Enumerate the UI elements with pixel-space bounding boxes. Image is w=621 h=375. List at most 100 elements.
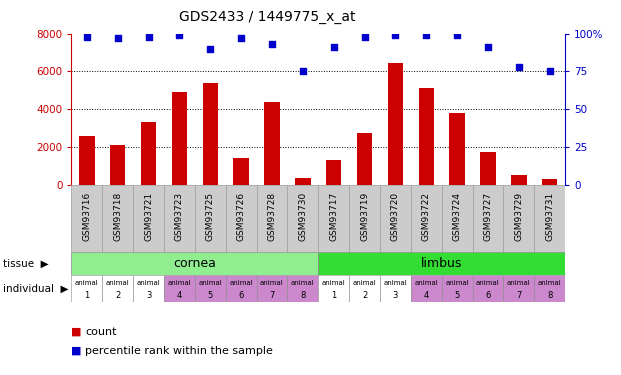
Point: [113, 35, 123, 41]
Text: GSM93716: GSM93716: [83, 192, 91, 242]
Text: GSM93721: GSM93721: [144, 192, 153, 241]
Text: tissue  ▶: tissue ▶: [3, 258, 48, 268]
Bar: [388, 63, 403, 184]
Point: [329, 44, 338, 50]
Text: individual  ▶: individual ▶: [3, 284, 68, 294]
Text: animal: animal: [445, 280, 469, 286]
Text: animal: animal: [168, 280, 191, 286]
Bar: [164, 184, 195, 252]
Bar: [480, 152, 496, 184]
Bar: [71, 252, 318, 275]
Text: animal: animal: [198, 280, 222, 286]
Point: [421, 32, 431, 38]
Bar: [133, 184, 164, 252]
Bar: [233, 158, 249, 184]
Text: 8: 8: [547, 291, 552, 300]
Text: animal: animal: [384, 280, 407, 286]
Text: animal: animal: [291, 280, 315, 286]
Bar: [349, 184, 380, 252]
Bar: [319, 275, 349, 302]
Bar: [195, 275, 225, 302]
Bar: [357, 133, 372, 184]
Bar: [534, 184, 565, 252]
Text: animal: animal: [476, 280, 500, 286]
Bar: [225, 184, 256, 252]
Text: 8: 8: [300, 291, 306, 300]
Text: GSM93717: GSM93717: [329, 192, 338, 242]
Text: 4: 4: [424, 291, 429, 300]
Text: GSM93723: GSM93723: [175, 192, 184, 241]
Text: 4: 4: [177, 291, 182, 300]
Bar: [473, 275, 504, 302]
Bar: [141, 122, 156, 184]
Bar: [133, 275, 164, 302]
Point: [391, 32, 401, 38]
Point: [514, 64, 524, 70]
Bar: [71, 275, 102, 302]
Text: ■: ■: [71, 346, 82, 355]
Bar: [225, 275, 256, 302]
Bar: [542, 179, 558, 184]
Text: animal: animal: [137, 280, 160, 286]
Bar: [195, 184, 225, 252]
Text: animal: animal: [507, 280, 531, 286]
Text: cornea: cornea: [173, 257, 216, 270]
Text: GSM93730: GSM93730: [298, 192, 307, 242]
Bar: [380, 275, 411, 302]
Bar: [164, 275, 195, 302]
Bar: [504, 184, 534, 252]
Bar: [442, 275, 473, 302]
Point: [143, 34, 153, 40]
Point: [236, 35, 246, 41]
Text: animal: animal: [538, 280, 561, 286]
Bar: [288, 184, 318, 252]
Text: 2: 2: [362, 291, 367, 300]
Text: GSM93731: GSM93731: [545, 192, 554, 242]
Text: GSM93726: GSM93726: [237, 192, 246, 241]
Text: animal: animal: [260, 280, 284, 286]
Bar: [79, 135, 94, 184]
Bar: [504, 275, 534, 302]
Text: GSM93724: GSM93724: [453, 192, 461, 241]
Bar: [256, 275, 288, 302]
Text: GSM93718: GSM93718: [113, 192, 122, 242]
Bar: [110, 145, 125, 184]
Point: [452, 32, 462, 38]
Text: ■: ■: [71, 327, 82, 337]
Bar: [511, 175, 527, 184]
Text: 1: 1: [331, 291, 337, 300]
Bar: [102, 184, 133, 252]
Bar: [319, 252, 565, 275]
Point: [483, 44, 493, 50]
Bar: [411, 184, 442, 252]
Text: animal: animal: [229, 280, 253, 286]
Text: animal: animal: [353, 280, 376, 286]
Text: 3: 3: [392, 291, 398, 300]
Bar: [256, 184, 288, 252]
Bar: [450, 113, 465, 184]
Text: percentile rank within the sample: percentile rank within the sample: [85, 346, 273, 355]
Text: 1: 1: [84, 291, 89, 300]
Point: [545, 69, 555, 75]
Point: [267, 41, 277, 47]
Text: 5: 5: [207, 291, 213, 300]
Bar: [202, 83, 218, 184]
Bar: [411, 275, 442, 302]
Bar: [319, 184, 349, 252]
Text: GSM93725: GSM93725: [206, 192, 215, 241]
Bar: [71, 184, 102, 252]
Text: GSM93720: GSM93720: [391, 192, 400, 241]
Bar: [534, 275, 565, 302]
Point: [206, 46, 215, 52]
Text: 2: 2: [115, 291, 120, 300]
Text: animal: animal: [75, 280, 99, 286]
Bar: [171, 92, 187, 184]
Bar: [349, 275, 380, 302]
Text: 7: 7: [516, 291, 522, 300]
Text: GSM93728: GSM93728: [268, 192, 276, 241]
Text: 7: 7: [270, 291, 274, 300]
Text: limbus: limbus: [421, 257, 463, 270]
Text: count: count: [85, 327, 117, 337]
Bar: [442, 184, 473, 252]
Bar: [380, 184, 411, 252]
